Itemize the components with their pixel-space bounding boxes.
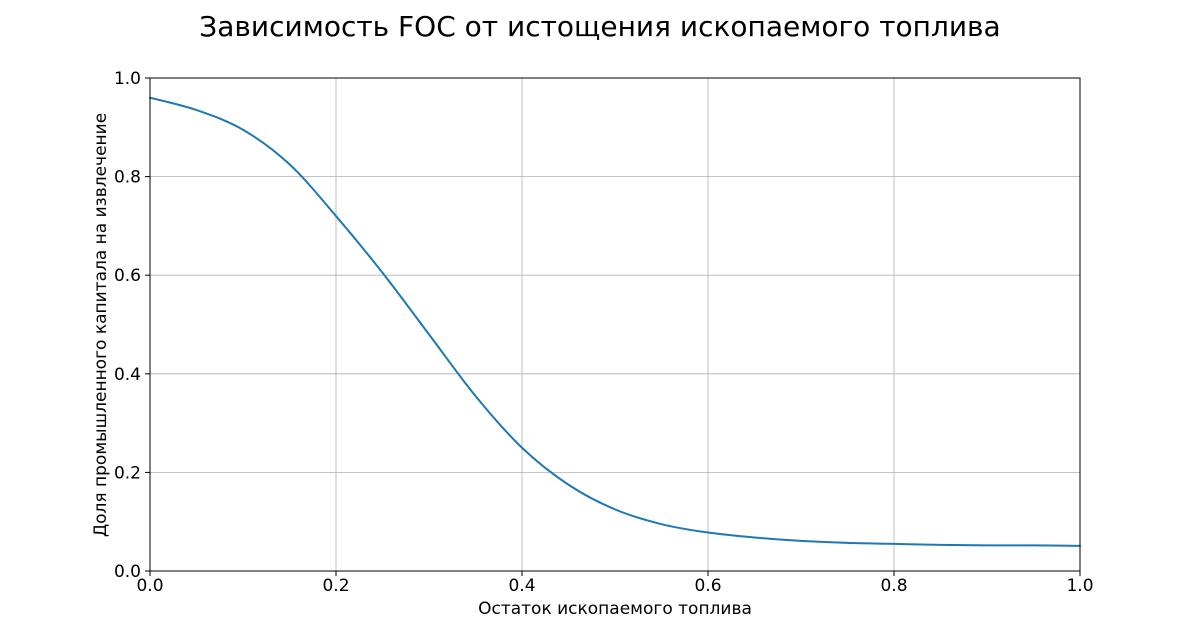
x-tick-label: 0.0 <box>136 576 163 596</box>
x-axis-label: Остаток ископаемого топлива <box>478 599 752 619</box>
y-axis-label: Доля промышленного капитала на извлечени… <box>91 113 111 537</box>
y-tick-label: 0.8 <box>114 168 141 188</box>
y-tick-label: 0.4 <box>114 365 141 385</box>
x-tick-label: 0.4 <box>508 576 535 596</box>
series-layer <box>149 96 1081 547</box>
x-tick-label: 0.2 <box>322 576 349 596</box>
plot-frame <box>149 77 1081 572</box>
y-tick-label: 1.0 <box>114 69 141 89</box>
x-tick-label: 1.0 <box>1066 576 1093 596</box>
series-line <box>149 96 1081 547</box>
x-tick-label: 0.6 <box>694 576 721 596</box>
chart-title: Зависимость FOC от истощения ископаемого… <box>199 10 1000 43</box>
grid-layer <box>149 77 1081 572</box>
x-tick-label: 0.8 <box>880 576 907 596</box>
y-tick-label: 0.2 <box>114 463 141 483</box>
y-tick-label: 0.6 <box>114 266 141 286</box>
y-tick-label: 0.0 <box>114 562 141 582</box>
tick-layer: 0.0 0.2 0.4 0.6 0.8 1.0 0.0 0.2 0.4 0.6 0.8 1.0 <box>114 69 1094 596</box>
